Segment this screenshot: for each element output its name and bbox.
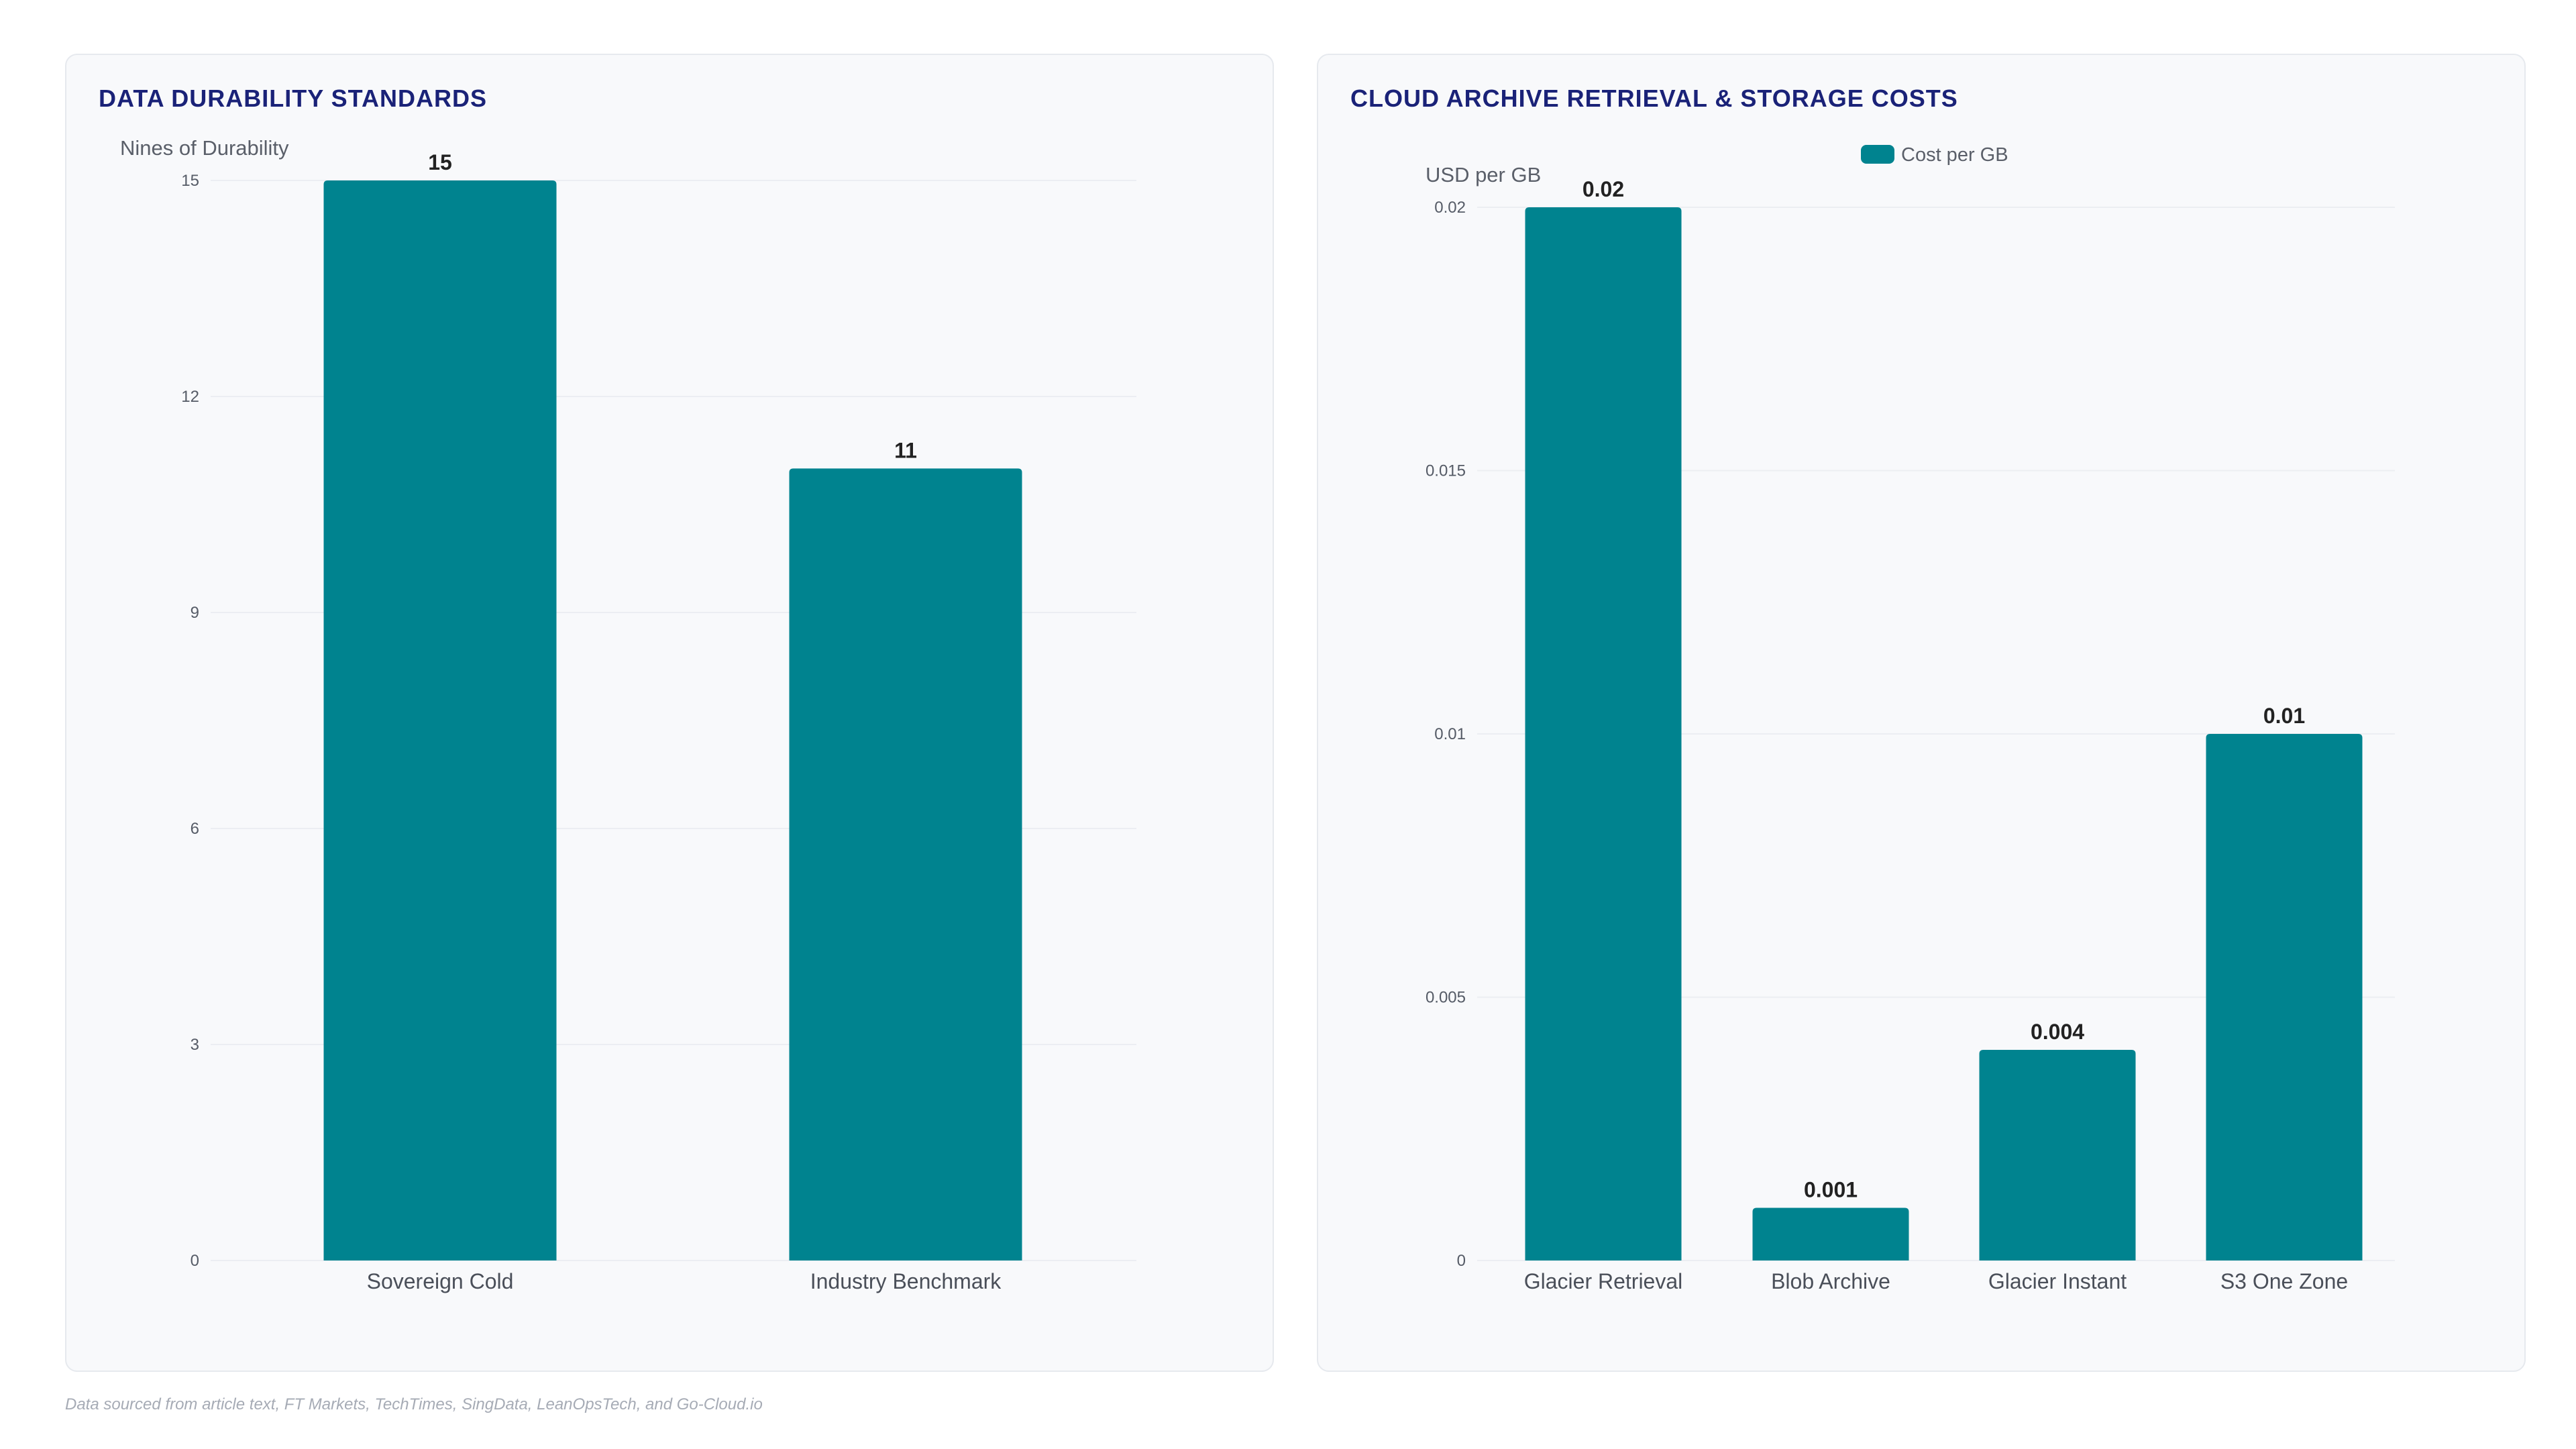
x-category-label: S3 One Zone: [2220, 1269, 2348, 1293]
bar: [1752, 1208, 1909, 1260]
bar-value-label: 0.001: [1804, 1178, 1858, 1202]
bar: [789, 468, 1022, 1261]
archive-costs-chart-title: CLOUD ARCHIVE RETRIEVAL & STORAGE COSTS: [1350, 85, 1958, 112]
y-tick-label: 6: [191, 820, 199, 838]
bar: [2206, 734, 2363, 1260]
bar-value-label: 11: [894, 438, 917, 462]
bar-value-label: 0.02: [1582, 177, 1624, 201]
bar: [1525, 207, 1682, 1260]
y-tick-label: 15: [181, 172, 199, 190]
archive-costs-y-axis-label: USD per GB: [1426, 163, 1541, 186]
y-tick-label: 0.02: [1434, 199, 1466, 217]
archive-costs-bar-chart: 0 0.005 0.01 0.015 0.02 USD per GB Cost per GB…: [1426, 144, 2395, 1293]
y-tick-label: 12: [181, 388, 199, 406]
y-tick-label: 9: [191, 604, 199, 622]
data-source-note: Data sourced from article text, FT Marke…: [65, 1395, 763, 1413]
y-tick-label: 0.005: [1426, 989, 1466, 1007]
y-tick-label: 3: [191, 1036, 199, 1054]
x-category-label: Blob Archive: [1771, 1269, 1890, 1293]
x-category-label: Industry Benchmark: [810, 1269, 1002, 1293]
x-category-label: Glacier Instant: [1988, 1269, 2127, 1293]
x-category-label: Glacier Retrieval: [1524, 1269, 1683, 1293]
legend-swatch: [1861, 145, 1894, 164]
durability-bar-chart: 0 3 6 9 12 15 Nines of Durability 15 Sovereign C…: [120, 136, 1136, 1293]
archive-costs-chart-panel: CLOUD ARCHIVE RETRIEVAL & STORAGE COSTS …: [1317, 54, 2526, 1372]
x-category-label: Sovereign Cold: [367, 1269, 514, 1293]
durability-chart-title: DATA DURABILITY STANDARDS: [99, 85, 487, 112]
durability-chart-panel: DATA DURABILITY STANDARDS 0 3 6 9 12 15 Nines …: [65, 54, 1274, 1372]
y-tick-label: 0.01: [1434, 725, 1466, 743]
bar-value-label: 15: [428, 150, 452, 174]
bar-value-label: 0.004: [2031, 1020, 2084, 1044]
y-tick-label: 0: [191, 1252, 199, 1270]
bar: [323, 180, 557, 1260]
y-tick-label: 0.015: [1426, 462, 1466, 480]
y-tick-label: 0: [1457, 1252, 1466, 1270]
durability-y-axis-label: Nines of Durability: [120, 136, 289, 160]
bar-value-label: 0.01: [2263, 704, 2305, 728]
bar: [1979, 1050, 2136, 1260]
legend-label: Cost per GB: [1901, 144, 2008, 166]
